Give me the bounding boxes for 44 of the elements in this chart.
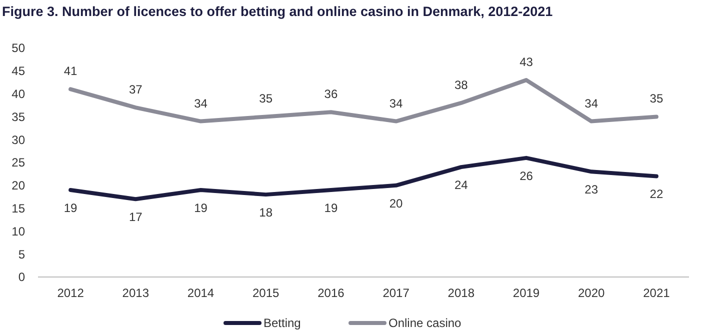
y-tick-label: 0 <box>18 270 26 284</box>
data-label: 17 <box>128 210 143 224</box>
x-tick-label: 2017 <box>382 286 410 300</box>
legend-label: Online casino <box>388 316 462 330</box>
data-label: 35 <box>259 92 273 106</box>
data-label: 37 <box>128 82 143 97</box>
data-label: 19 <box>64 200 78 215</box>
data-label: 35 <box>650 92 664 106</box>
data-label: 24 <box>454 178 468 192</box>
y-tick-label: 35 <box>12 110 26 124</box>
x-tick-label: 2020 <box>578 286 606 300</box>
data-label: 43 <box>520 55 534 70</box>
y-tick-label: 5 <box>18 247 26 262</box>
data-label: 36 <box>324 87 338 102</box>
data-label: 22 <box>650 187 664 202</box>
data-label: 18 <box>259 206 273 220</box>
data-label: 19 <box>194 200 208 215</box>
data-label: 34 <box>584 96 598 110</box>
data-label: 23 <box>584 182 598 197</box>
data-label: 34 <box>194 96 208 110</box>
data-label: 41 <box>64 64 78 78</box>
y-tick-label: 20 <box>12 178 26 193</box>
x-tick-label: 2018 <box>448 286 475 300</box>
data-label: 34 <box>389 96 404 110</box>
x-tick-label: 2019 <box>512 286 540 300</box>
data-label: 20 <box>389 196 404 210</box>
x-tick-label: 2012 <box>57 286 84 300</box>
chart-title: Figure 3. Number of licences to offer betting and online casino in Denmark, 2012-2021 <box>2 4 554 19</box>
data-label: 38 <box>454 78 468 92</box>
x-tick-label: 2021 <box>643 286 670 300</box>
y-tick-label: 40 <box>12 87 26 101</box>
data-label: 19 <box>324 200 338 215</box>
x-tick-label: 2014 <box>187 286 214 300</box>
y-tick-label: 30 <box>12 132 26 147</box>
y-tick-label: 25 <box>12 156 26 170</box>
y-tick-label: 50 <box>12 41 26 56</box>
x-tick-label: 2016 <box>318 286 345 300</box>
legend-label: Betting <box>264 316 301 330</box>
data-label: 26 <box>520 168 534 183</box>
x-tick-label: 2015 <box>252 286 280 300</box>
y-tick-label: 10 <box>12 224 26 238</box>
x-tick-label: 2013 <box>122 286 150 300</box>
y-tick-label: 15 <box>12 202 26 216</box>
y-tick-label: 45 <box>12 64 26 78</box>
